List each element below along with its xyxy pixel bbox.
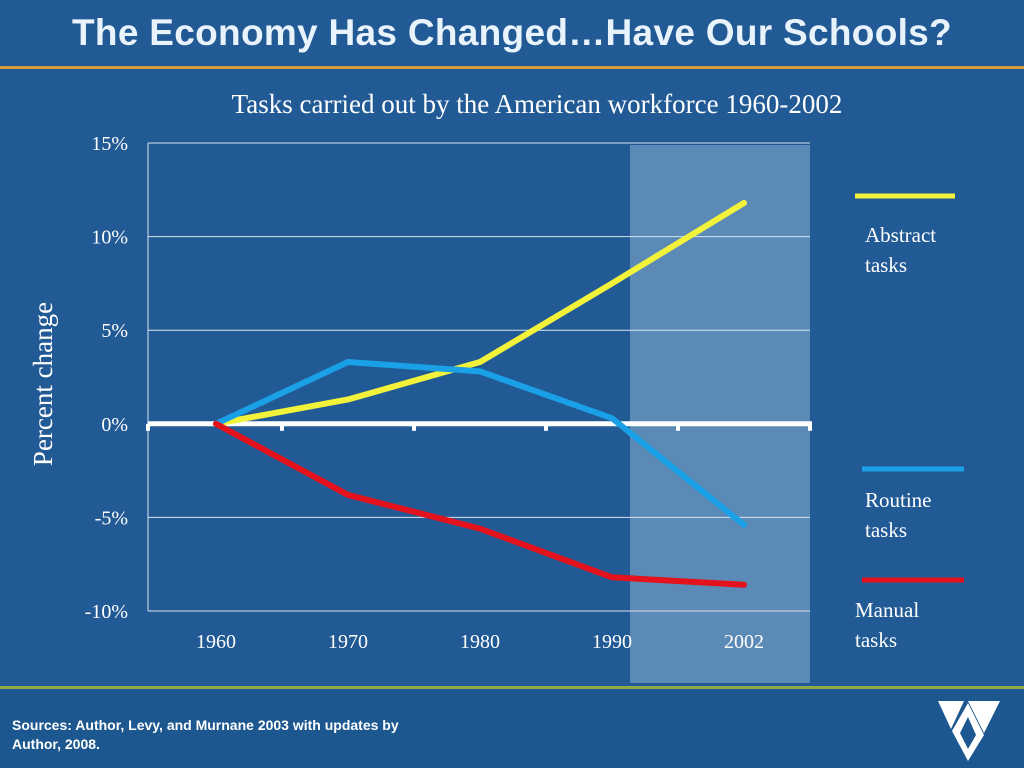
grid-layer [146, 142, 812, 612]
y-tick-label: 5% [101, 320, 128, 342]
legend-label: Routine tasks [865, 488, 932, 542]
y-axis-label: Percent change [28, 302, 58, 466]
footer-divider [0, 686, 1024, 689]
series-layer [213, 199, 747, 588]
line-chart: Tasks carried out by the American workfo… [28, 89, 964, 683]
series-line-routine [213, 359, 747, 528]
y-tick-label: -10% [85, 601, 128, 623]
y-tick-label: 15% [91, 133, 128, 155]
y-tick-label: 0% [101, 414, 128, 436]
highlight-band [630, 145, 810, 683]
slide-title: The Economy Has Changed…Have Our Schools… [72, 12, 952, 53]
series-line-manual [213, 420, 747, 588]
highlight-layer [630, 145, 810, 683]
legend-label: Abstract tasks [865, 223, 936, 277]
x-tick-label: 2002 [724, 631, 764, 653]
sources-note: Sources: Author, Levy, and Murnane 2003 … [12, 717, 399, 752]
logo-icon [938, 701, 1000, 761]
legend-label: Manual tasks [855, 598, 919, 652]
y-tick-label: -5% [95, 507, 128, 529]
x-tick-label: 1980 [460, 631, 500, 653]
tick-labels-layer: 15% 10% 5% 0% -5% -10% 1960 1970 1980 1990 2002 [85, 133, 764, 653]
chart-title: Tasks carried out by the American workfo… [232, 89, 843, 119]
x-tick-label: 1990 [592, 631, 632, 653]
x-tick-label: 1960 [196, 631, 236, 653]
x-tick-label: 1970 [328, 631, 368, 653]
footer: Sources: Author, Levy, and Murnane 2003 … [0, 689, 1024, 768]
legend: Abstract tasks Routine tasks Manual tasks [855, 193, 964, 652]
series-line-abstract [213, 199, 747, 427]
y-tick-label: 10% [91, 227, 128, 249]
title-divider [0, 66, 1024, 69]
